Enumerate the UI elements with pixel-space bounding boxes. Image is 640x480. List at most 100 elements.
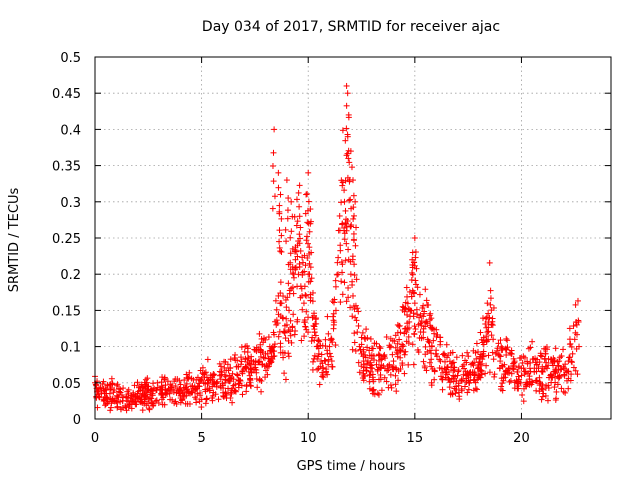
data-point	[333, 271, 340, 278]
x-axis-ticks: 0 5 10 15 20	[91, 57, 530, 446]
data-point	[262, 367, 269, 374]
data-point	[387, 343, 394, 350]
data-point	[341, 236, 348, 243]
data-point	[276, 208, 283, 215]
data-point	[108, 400, 115, 407]
data-point	[353, 224, 360, 231]
data-point	[102, 394, 109, 401]
data-point	[352, 314, 359, 321]
data-point	[482, 320, 489, 327]
data-point	[288, 228, 295, 235]
data-point	[209, 374, 216, 381]
data-point	[210, 389, 217, 396]
data-point	[392, 372, 399, 379]
data-point	[448, 364, 455, 371]
data-point	[339, 127, 346, 134]
data-point	[292, 256, 299, 263]
data-point	[289, 263, 296, 270]
data-point	[141, 392, 148, 399]
data-point	[485, 319, 492, 326]
data-point	[413, 281, 420, 288]
data-point	[341, 198, 348, 205]
data-point	[288, 198, 295, 205]
data-point	[183, 371, 190, 378]
data-point	[297, 224, 304, 231]
data-point	[301, 333, 308, 340]
data-point	[213, 379, 220, 386]
data-point	[394, 350, 401, 357]
data-point	[123, 394, 130, 401]
data-point	[298, 337, 305, 344]
data-point	[429, 325, 436, 332]
data-point	[447, 349, 454, 356]
data-point	[233, 371, 240, 378]
data-point	[393, 388, 400, 395]
data-point	[285, 353, 292, 360]
data-point	[242, 356, 249, 363]
data-point	[396, 336, 403, 343]
data-point	[124, 388, 131, 395]
data-point	[285, 195, 292, 202]
data-point	[222, 373, 229, 380]
data-point	[283, 238, 290, 245]
data-point	[361, 335, 368, 342]
data-point	[271, 343, 278, 350]
data-point	[194, 374, 201, 381]
chart-title: Day 034 of 2017, SRMTID for receiver aja…	[202, 19, 500, 35]
data-point	[136, 394, 143, 401]
data-point	[304, 240, 311, 247]
data-point	[342, 137, 349, 144]
data-point	[318, 351, 325, 358]
data-point	[381, 351, 388, 358]
data-point	[514, 379, 521, 386]
data-point	[172, 398, 179, 405]
data-point	[332, 307, 339, 314]
data-point	[214, 378, 221, 385]
data-point	[313, 343, 320, 350]
data-point	[269, 356, 276, 363]
data-point	[192, 387, 199, 394]
data-point	[477, 329, 484, 336]
data-point	[408, 293, 415, 300]
data-point	[428, 379, 435, 386]
data-point	[535, 365, 542, 372]
data-point	[347, 196, 354, 203]
data-point	[305, 329, 312, 336]
data-point	[552, 368, 559, 375]
data-point	[461, 383, 468, 390]
data-point	[407, 307, 414, 314]
data-point	[172, 376, 179, 383]
data-point	[150, 402, 157, 409]
data-point	[339, 291, 346, 298]
data-point	[532, 355, 539, 362]
data-point	[552, 396, 559, 403]
data-point	[304, 233, 311, 240]
data-point	[485, 352, 492, 359]
data-point	[315, 353, 322, 360]
data-point	[400, 343, 407, 350]
data-point	[465, 380, 472, 387]
data-point	[300, 300, 307, 307]
data-point	[242, 364, 249, 371]
data-point	[294, 316, 301, 323]
data-point	[251, 361, 258, 368]
data-point	[473, 340, 480, 347]
data-point	[134, 379, 141, 386]
data-point	[487, 301, 494, 308]
data-point	[311, 337, 318, 344]
data-point	[568, 371, 575, 378]
data-point	[516, 376, 523, 383]
data-point	[123, 407, 130, 414]
data-point	[385, 367, 392, 374]
data-point	[386, 361, 393, 368]
data-point	[258, 377, 265, 384]
data-point	[247, 375, 254, 382]
data-point	[298, 285, 305, 292]
data-point	[397, 354, 404, 361]
data-point	[232, 387, 239, 394]
data-point	[343, 102, 350, 109]
data-point	[280, 354, 287, 361]
data-point	[215, 396, 222, 403]
data-point	[269, 205, 276, 212]
data-point	[389, 364, 396, 371]
